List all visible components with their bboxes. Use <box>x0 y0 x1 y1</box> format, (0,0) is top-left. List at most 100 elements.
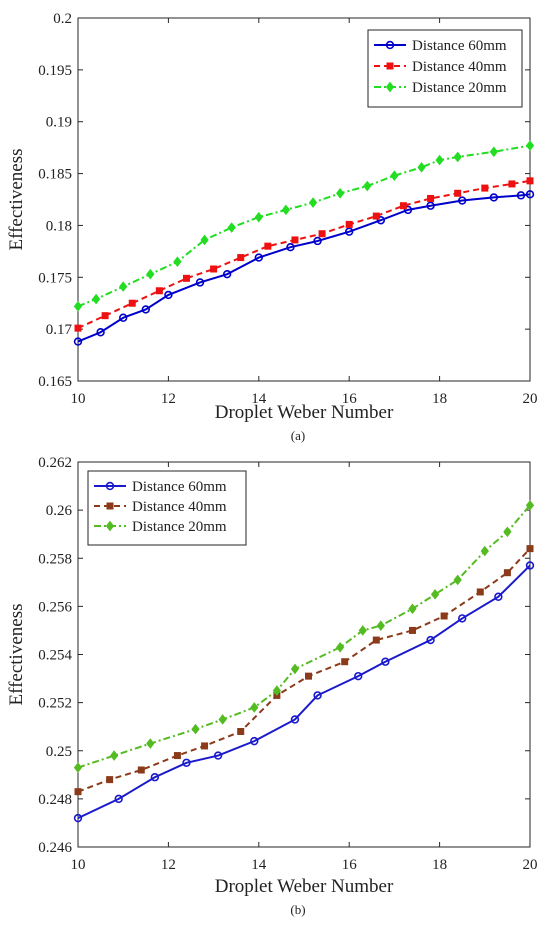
data-point <box>73 301 83 312</box>
data-point <box>73 762 83 773</box>
data-point <box>250 702 259 713</box>
data-point <box>281 204 291 216</box>
data-point <box>453 151 462 163</box>
data-point <box>254 253 263 262</box>
data-point <box>195 278 205 287</box>
data-point <box>313 236 322 246</box>
data-point <box>272 685 282 696</box>
data-point <box>191 723 200 735</box>
data-point <box>390 170 399 181</box>
data-point <box>227 222 236 233</box>
data-point <box>503 569 511 577</box>
y-axis-label: Effectiveness <box>6 604 27 706</box>
chart-a: 10 12 14 16 18 20 0.165 0.17 0.175 0.18 0.185 0.19 0… <box>6 11 538 443</box>
legend-label: Distance 60mm <box>132 479 227 495</box>
data-point <box>454 189 462 197</box>
data-point <box>494 592 503 601</box>
y-tick-label: 0.175 <box>38 270 72 286</box>
legend-marker <box>385 81 395 93</box>
data-point <box>516 191 526 200</box>
legend-box <box>87 470 247 546</box>
series-line <box>77 504 531 769</box>
data-point <box>110 750 119 761</box>
y-tick-label: 0.256 <box>38 599 72 615</box>
data-point <box>201 742 209 750</box>
data-point <box>526 177 534 185</box>
data-point <box>119 281 128 292</box>
legend-marker <box>386 62 394 70</box>
data-point <box>264 242 272 250</box>
data-point <box>440 612 448 620</box>
data-point <box>250 736 259 746</box>
data-point <box>308 197 318 208</box>
data-point <box>435 154 444 166</box>
data-point <box>525 499 535 511</box>
series-distance-40mm <box>74 545 534 796</box>
data-point <box>200 234 209 246</box>
data-point <box>426 201 435 210</box>
x-tick-label: 20 <box>523 857 538 873</box>
data-point <box>114 794 123 804</box>
data-point <box>164 290 173 300</box>
data-point <box>417 162 426 173</box>
legend: Distance 60mm Distance 40mm Distance 20mm <box>367 29 523 108</box>
legend-marker <box>105 481 115 491</box>
x-tick-label: 12 <box>161 391 176 407</box>
x-axis-label: Droplet Weber Number <box>215 876 394 897</box>
y-tick-label: 0.25 <box>46 744 72 760</box>
x-tick-label: 10 <box>71 391 86 407</box>
data-point <box>372 212 380 220</box>
data-point <box>376 620 385 631</box>
data-point <box>427 194 435 202</box>
data-point <box>305 672 313 680</box>
data-point <box>101 312 109 320</box>
x-tick-label: 18 <box>432 391 447 407</box>
legend-label: Distance 20mm <box>132 519 227 535</box>
data-point <box>376 216 386 225</box>
legend-box <box>367 29 523 108</box>
data-point <box>150 773 160 782</box>
series-distance-60mm <box>73 561 535 823</box>
data-point <box>399 202 407 210</box>
data-point <box>489 146 498 158</box>
y-tick-label: 0.2 <box>53 11 72 27</box>
data-point <box>481 184 489 192</box>
data-point <box>210 265 218 273</box>
data-point <box>525 140 535 151</box>
data-point <box>476 588 484 596</box>
data-point <box>137 766 145 774</box>
data-point <box>74 324 82 332</box>
data-point <box>480 545 489 557</box>
data-point <box>218 714 227 725</box>
data-point <box>403 205 413 215</box>
data-point <box>408 626 416 634</box>
data-point <box>458 614 467 623</box>
data-point <box>73 337 83 346</box>
legend-label: Distance 40mm <box>132 499 227 515</box>
data-point <box>381 657 390 666</box>
data-point <box>336 187 345 199</box>
data-point <box>146 268 155 280</box>
series-distance-60mm <box>73 190 535 346</box>
y-axis-label: Effectiveness <box>6 149 27 251</box>
series-distance-40mm <box>74 177 534 332</box>
x-tick-label: 12 <box>161 857 176 873</box>
data-point <box>503 526 512 538</box>
x-tick-label: 16 <box>342 857 358 873</box>
data-point <box>128 299 136 307</box>
series-distance-20mm <box>73 499 535 773</box>
x-tick-label: 14 <box>251 391 267 407</box>
data-point <box>291 236 299 244</box>
data-point <box>358 625 367 636</box>
legend-marker <box>105 520 115 532</box>
data-point <box>237 728 245 735</box>
data-point <box>426 635 435 645</box>
series-line <box>77 564 531 820</box>
legend-label: Distance 20mm <box>412 80 507 96</box>
data-point <box>525 561 535 570</box>
data-point <box>118 313 128 322</box>
y-tick-label: 0.17 <box>46 322 73 338</box>
x-axis-label: Droplet Weber Number <box>215 402 394 423</box>
data-point <box>213 751 223 760</box>
